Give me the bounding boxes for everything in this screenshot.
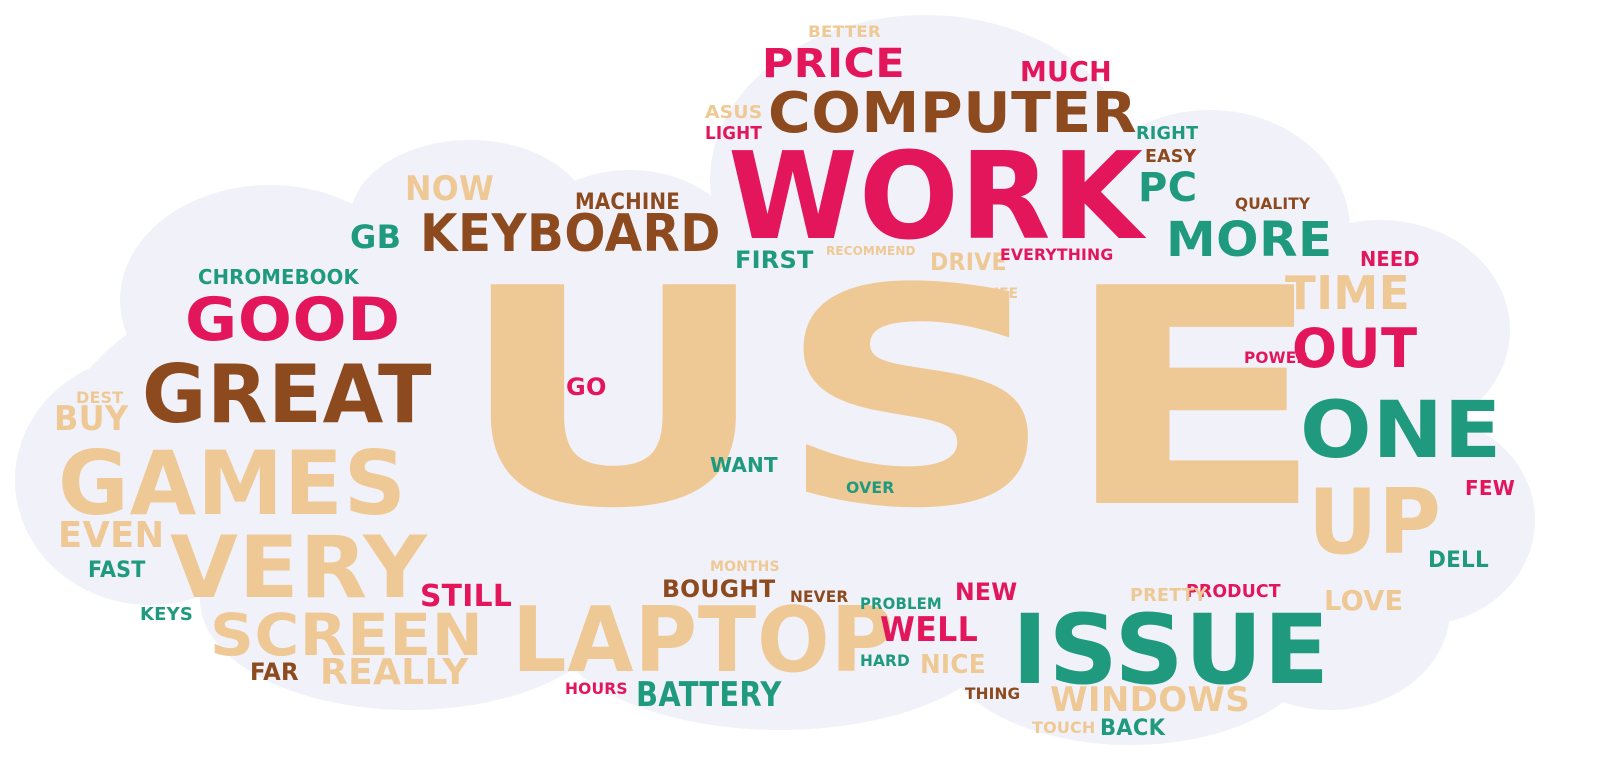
word-one: ONE <box>1300 386 1503 476</box>
word-now: NOW <box>405 169 495 209</box>
word-computer: COMPUTER <box>768 81 1138 146</box>
word-dell: DELL <box>1428 548 1489 573</box>
word-hard: HARD <box>860 651 910 670</box>
word-never: NEVER <box>790 587 849 606</box>
word-much: MUCH <box>1020 55 1112 88</box>
word-still: STILL <box>420 579 513 614</box>
word-chromebook: CHROMEBOOK <box>198 265 359 289</box>
word-really: REALLY <box>320 652 469 693</box>
word-drive: DRIVE <box>930 248 1007 276</box>
word-go: GO <box>566 373 607 401</box>
word-pretty: PRETTY <box>1130 585 1207 606</box>
word-touch: TOUCH <box>1032 718 1096 737</box>
word-far: FAR <box>250 658 299 686</box>
word-more: MORE <box>1166 212 1333 268</box>
word-nice: NICE <box>920 650 986 680</box>
word-laptop: LAPTOP <box>512 588 895 693</box>
word-well: WELL <box>880 610 979 650</box>
word-problem: PROBLEM <box>860 594 942 613</box>
word-light: LIGHT <box>705 123 762 144</box>
word-battery: BATTERY <box>636 675 782 715</box>
word-pc: PC <box>1138 165 1198 211</box>
cloud-body <box>15 15 1535 745</box>
word-quality: QUALITY <box>1235 194 1311 213</box>
word-months: MONTHS <box>710 559 780 575</box>
word-good: GOOD <box>185 285 401 355</box>
word-great: GREAT <box>142 348 433 441</box>
word-better: BETTER <box>808 22 882 41</box>
word-right: RIGHT <box>1136 123 1199 144</box>
word-little: LITTLE <box>1190 460 1263 484</box>
word-back: BACK <box>1100 716 1166 741</box>
word-gb: GB <box>350 218 402 256</box>
word-use: USE <box>455 225 1331 574</box>
word-love: LOVE <box>1324 584 1404 617</box>
word-work: WORK <box>728 128 1145 267</box>
word-bought: BOUGHT <box>662 575 776 603</box>
word-over: OVER <box>846 478 895 497</box>
word-need: NEED <box>1360 247 1420 271</box>
word-machine: MACHINE <box>575 190 680 215</box>
word-windows: WINDOWS <box>1050 680 1251 720</box>
word-issue: ISSUE <box>1012 594 1331 706</box>
word-everything: EVERYTHING <box>1000 245 1114 264</box>
word-very: VERY <box>170 518 428 618</box>
word-first: FIRST <box>735 246 814 274</box>
word-buy: BUY <box>54 399 129 439</box>
word-easy: EASY <box>1145 146 1197 167</box>
word-even: EVEN <box>58 515 165 556</box>
word-life: LIFE <box>985 286 1019 302</box>
word-up: UP <box>1308 470 1442 575</box>
word-out: OUT <box>1292 317 1418 380</box>
word-keyboard: KEYBOARD <box>420 204 721 264</box>
word-fast: FAST <box>88 558 146 583</box>
word-screen: SCREEN <box>210 601 484 669</box>
word-hours: HOURS <box>565 679 628 698</box>
word-recommend: RECOMMEND <box>826 244 916 258</box>
word-want: WANT <box>710 453 778 477</box>
word-new: NEW <box>955 578 1018 606</box>
word-keys: KEYS <box>140 604 193 625</box>
word-power: POWER <box>1244 348 1309 367</box>
word-product: PRODUCT <box>1186 581 1281 602</box>
word-thing: THING <box>965 684 1021 703</box>
word-games: GAMES <box>58 432 407 535</box>
word-asus: ASUS <box>705 102 763 123</box>
word-time: TIME <box>1285 266 1410 320</box>
word-dest: DEST <box>76 388 124 407</box>
word-few: FEW <box>1465 476 1515 500</box>
word-price: PRICE <box>762 41 906 87</box>
